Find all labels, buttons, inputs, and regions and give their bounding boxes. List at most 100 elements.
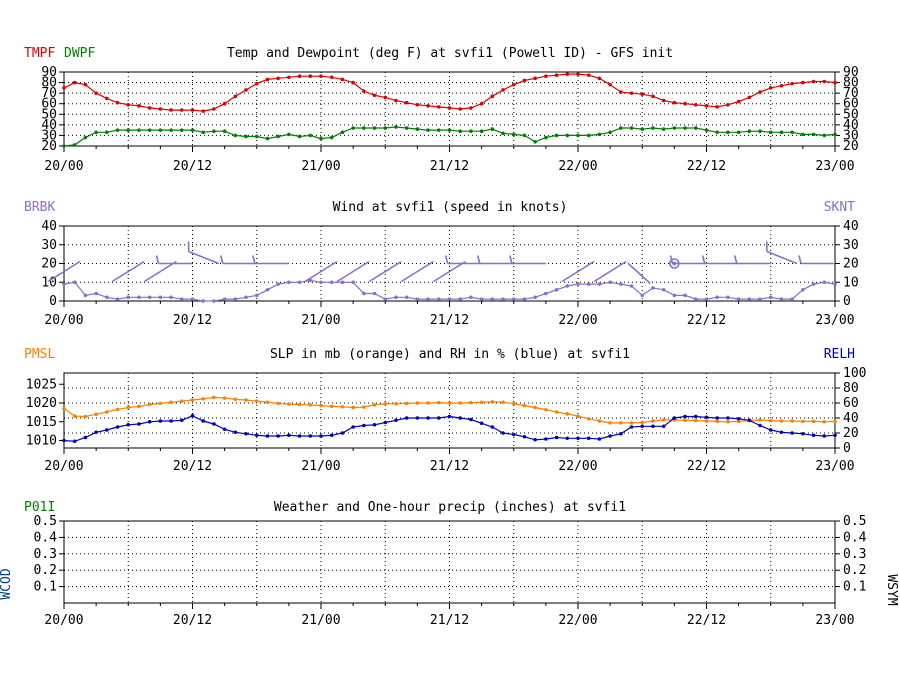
data-point-sknt xyxy=(511,297,516,301)
data-point-dwpf xyxy=(554,133,559,138)
data-point-pmsl xyxy=(490,400,495,404)
data-point-sknt xyxy=(833,282,837,286)
data-point-pmsl xyxy=(404,401,409,406)
data-point-relh xyxy=(801,431,805,436)
wind-barb xyxy=(561,260,595,283)
data-point-tmpf xyxy=(801,80,805,85)
data-point-dwpf xyxy=(383,126,388,130)
data-point-pmsl xyxy=(137,404,141,409)
data-point-tmpf xyxy=(576,72,580,76)
data-point-dwpf xyxy=(190,128,195,132)
series-label-brbk: BRBK xyxy=(24,200,55,215)
data-point-pmsl xyxy=(469,400,473,405)
data-point-dwpf xyxy=(693,126,698,130)
panel-slp: SLP in mb (orange) and RH in % (blue) at… xyxy=(24,347,866,474)
data-point-relh xyxy=(137,422,141,426)
data-point-dwpf xyxy=(83,135,88,140)
data-point-pmsl xyxy=(319,403,323,408)
data-point-tmpf xyxy=(415,102,420,107)
data-point-relh xyxy=(372,422,377,427)
wind-barb xyxy=(47,260,81,283)
y2-tick-label: 60 xyxy=(843,97,859,112)
data-point-relh xyxy=(62,438,66,443)
data-point-dwpf xyxy=(458,129,463,133)
data-point-dwpf xyxy=(822,133,827,138)
data-point-relh xyxy=(94,430,98,435)
data-point-tmpf xyxy=(511,82,516,87)
data-point-relh xyxy=(522,434,527,439)
data-point-sknt xyxy=(329,280,334,285)
y-tick-label: 40 xyxy=(41,118,57,133)
data-point-relh xyxy=(351,425,355,429)
data-point-relh xyxy=(661,424,666,429)
data-point-tmpf xyxy=(544,74,548,79)
data-point-dwpf xyxy=(115,128,120,132)
data-point-pmsl xyxy=(62,406,66,411)
data-point-pmsl xyxy=(693,418,698,423)
data-point-dwpf xyxy=(404,126,409,130)
data-point-pmsl xyxy=(287,402,291,406)
wind-barb xyxy=(219,255,257,265)
data-point-tmpf xyxy=(533,76,537,81)
y-tick-label: 0.1 xyxy=(34,580,57,595)
data-point-relh xyxy=(704,415,709,420)
data-point-dwpf xyxy=(265,136,270,141)
data-point-dwpf xyxy=(608,130,612,135)
data-point-dwpf xyxy=(394,125,398,129)
chart-title: Weather and One-hour precip (inches) at … xyxy=(274,500,626,515)
data-point-tmpf xyxy=(597,76,602,81)
data-point-tmpf xyxy=(158,107,163,111)
y-tick-label: 0 xyxy=(49,294,57,309)
x-tick-label: 20/00 xyxy=(44,459,83,474)
data-point-pmsl xyxy=(126,405,131,410)
data-point-pmsl xyxy=(115,407,120,412)
data-point-tmpf xyxy=(661,98,666,103)
data-point-pmsl xyxy=(661,418,666,422)
data-point-sknt xyxy=(790,297,794,301)
y2-tick-label: 80 xyxy=(843,381,859,396)
y2-tick-label: 30 xyxy=(843,128,859,143)
data-point-dwpf xyxy=(565,133,570,138)
x-tick-label: 22/00 xyxy=(558,159,597,174)
data-point-sknt xyxy=(608,280,612,285)
data-point-tmpf xyxy=(608,82,612,87)
data-point-dwpf xyxy=(222,129,227,133)
data-point-sknt xyxy=(597,282,602,286)
data-point-sknt xyxy=(436,297,441,301)
data-point-relh xyxy=(779,430,784,435)
data-point-pmsl xyxy=(554,410,559,414)
data-point-tmpf xyxy=(426,104,430,108)
data-point-sknt xyxy=(822,280,827,285)
data-point-pmsl xyxy=(447,401,452,405)
data-point-sknt xyxy=(62,282,66,286)
data-point-dwpf xyxy=(469,129,473,133)
data-point-relh xyxy=(308,434,313,438)
data-point-tmpf xyxy=(297,74,302,79)
data-point-dwpf xyxy=(779,130,784,135)
data-point-dwpf xyxy=(501,131,505,136)
data-point-tmpf xyxy=(747,95,752,100)
data-point-sknt xyxy=(811,282,816,286)
data-point-relh xyxy=(747,418,752,423)
data-point-relh xyxy=(758,423,762,428)
data-point-tmpf xyxy=(629,91,634,95)
data-point-dwpf xyxy=(319,136,323,141)
data-point-tmpf xyxy=(640,92,645,96)
data-point-pmsl xyxy=(576,414,580,418)
x-tick-label: 23/00 xyxy=(815,613,854,628)
y2-tick-label: 0.4 xyxy=(843,530,867,545)
data-point-tmpf xyxy=(715,105,720,109)
data-point-pmsl xyxy=(147,402,152,407)
y-tick-label: 0.3 xyxy=(34,547,57,562)
data-point-relh xyxy=(726,416,730,420)
data-point-sknt xyxy=(801,287,805,292)
data-point-pmsl xyxy=(726,419,730,424)
data-point-sknt xyxy=(115,297,120,301)
chart-title: SLP in mb (orange) and RH in % (blue) at… xyxy=(270,347,630,362)
data-point-pmsl xyxy=(233,397,238,402)
data-point-dwpf xyxy=(244,134,248,139)
y-tick-label: 80 xyxy=(41,76,57,91)
data-point-sknt xyxy=(565,284,570,288)
data-point-tmpf xyxy=(179,108,184,112)
data-point-sknt xyxy=(201,299,206,303)
